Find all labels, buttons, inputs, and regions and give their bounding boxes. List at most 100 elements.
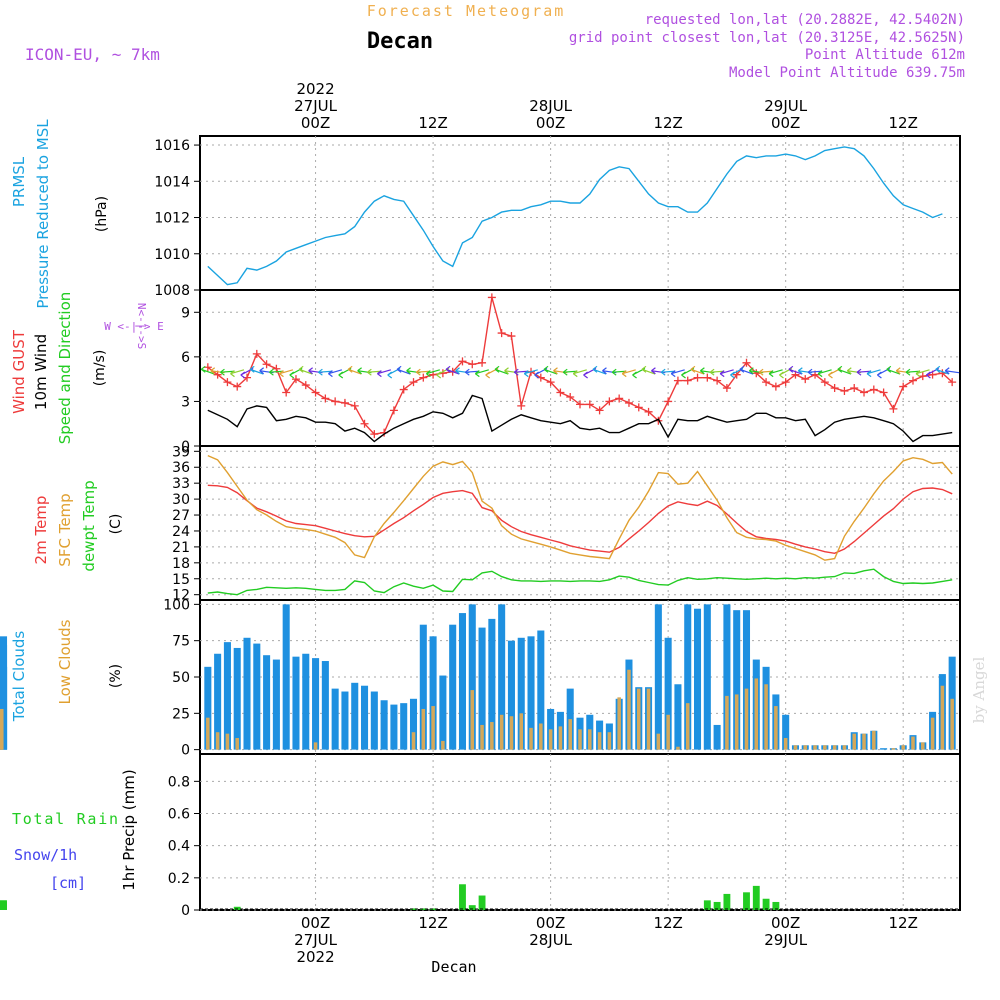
wind-arrowhead <box>357 367 362 375</box>
sfc-label: SFC Temp <box>56 493 74 566</box>
panel-frame <box>199 135 961 291</box>
wind-arrowhead <box>406 367 411 375</box>
gust-point <box>282 388 291 397</box>
ytick-label: 0.2 <box>168 871 190 887</box>
wind-arrowhead <box>602 367 607 375</box>
time-label-bottom: 27JUL <box>294 931 337 949</box>
low-cloud-bar <box>803 745 808 750</box>
wind-direction-arrow <box>230 369 245 375</box>
wind-arrowhead <box>877 371 882 379</box>
total-cloud-bar <box>263 655 271 750</box>
ytick-label: 3 <box>181 394 190 410</box>
low-cloud-bar <box>431 706 435 750</box>
total-cloud-bar <box>282 604 290 750</box>
wind-arrowhead <box>494 365 500 373</box>
low-cloud-bar <box>862 733 866 750</box>
rain-bar <box>410 908 417 910</box>
wind-direction-arrow <box>622 369 636 375</box>
total-cloud-bar <box>302 653 310 750</box>
wind-arrowhead <box>377 370 382 378</box>
low-cloud-bar <box>911 736 915 750</box>
gust-point <box>507 332 516 341</box>
wind-direction-arrow <box>739 368 754 375</box>
low-cloud-bar <box>411 732 416 750</box>
low-cloud-bar <box>676 746 680 750</box>
rain-bar <box>429 908 437 910</box>
total-cloud-bar <box>458 613 466 750</box>
ytick-label: 33 <box>172 476 190 492</box>
total-cloud-bar <box>361 685 369 750</box>
ytick-label: 0.4 <box>168 839 190 855</box>
ytick-label: 0.8 <box>168 774 190 790</box>
gust-point <box>899 382 908 391</box>
gust-point <box>360 419 369 428</box>
ytick-label: 100 <box>163 597 190 613</box>
prmsl-unit-label: (hPa) <box>94 196 110 232</box>
time-label-bottom: 29JUL <box>764 931 807 949</box>
low-cloud-bar <box>421 708 426 750</box>
ytick-label: 1016 <box>154 138 190 154</box>
wind-arrowhead <box>837 365 843 373</box>
total-cloud-bar <box>880 748 888 750</box>
gust-point <box>262 360 271 369</box>
total-cloud-bar <box>527 636 535 750</box>
ytick-label: 1014 <box>154 174 190 190</box>
rain-bar <box>233 906 241 910</box>
gust-point <box>370 430 379 439</box>
gust-point <box>948 378 957 387</box>
wind-arrowhead <box>730 371 735 379</box>
point-altitude: Point Altitude 612m <box>805 47 965 63</box>
wind-arrowhead <box>632 371 637 379</box>
t2m-label: 2m Temp <box>32 496 50 565</box>
ytick-label: 1010 <box>154 247 190 263</box>
total-cloud-bar <box>272 659 280 750</box>
total-cloud-bar <box>204 666 212 750</box>
low-cloud-bar <box>597 732 602 750</box>
low-cloud-bar <box>725 695 729 750</box>
wind-arrowhead <box>905 368 911 376</box>
low-cloud-bar <box>539 723 543 750</box>
wind-arrowhead <box>249 365 255 373</box>
low-cloud-bar <box>764 684 768 750</box>
wind-arrowhead <box>651 367 656 375</box>
wind-direction-arrow <box>661 370 676 373</box>
low-cloud-bar <box>568 719 572 750</box>
gust-point <box>517 401 526 410</box>
wind-direction-arrow <box>347 368 362 375</box>
wind-direction-arrow <box>494 368 509 375</box>
gust-point <box>713 376 722 385</box>
total-cloud-bar <box>409 698 418 750</box>
wind-arrowhead <box>739 365 745 373</box>
gust-point <box>879 388 888 397</box>
low-cloud-bar <box>832 745 837 750</box>
gust-point <box>624 398 633 407</box>
time-label-bottom: 00Z <box>536 914 565 932</box>
total-cloud-bar <box>694 608 702 750</box>
gust-label: Wind GUST <box>10 329 28 414</box>
wind-arrowhead <box>895 367 901 375</box>
wind-direction-arrow <box>396 368 411 375</box>
time-label-bottom: 12Z <box>653 914 682 932</box>
temp-side-label: 2m Temp SFC Temp dewpt Temp (C) <box>32 480 124 571</box>
wind-arrowhead <box>758 368 764 376</box>
gust-point <box>546 378 555 387</box>
low-cloud-bar <box>901 745 905 750</box>
total-cloud-bar <box>419 624 427 750</box>
gust-point <box>595 406 604 415</box>
wind-arrowhead <box>788 365 794 373</box>
total-cloud-bar <box>654 604 662 750</box>
rain-bar <box>743 892 750 910</box>
total-cloud-bar <box>390 704 398 750</box>
gust-point <box>908 376 917 385</box>
model-name: ICON-EU, ~ 7km <box>25 45 160 64</box>
rain-bar <box>478 895 486 910</box>
wind-arrowhead <box>485 371 491 379</box>
low-cloud-bar <box>0 723 4 750</box>
total-cloud-bar <box>214 653 222 750</box>
total-cloud-bar <box>0 645 8 750</box>
gust-point <box>468 360 477 369</box>
gust-point <box>889 404 898 413</box>
wind-arrowhead <box>289 371 295 379</box>
rain-bar <box>772 901 780 910</box>
